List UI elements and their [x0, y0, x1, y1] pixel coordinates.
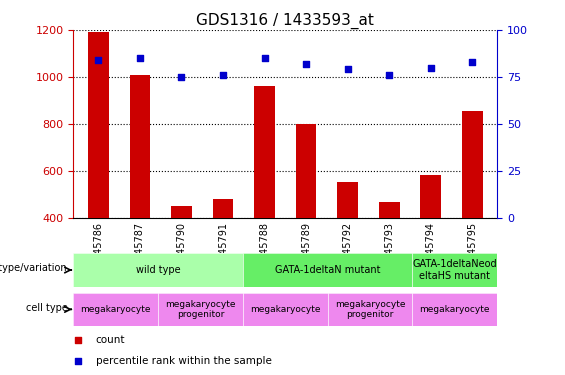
Point — [136, 55, 145, 61]
Bar — [212, 199, 233, 217]
Bar — [171, 206, 192, 218]
Text: percentile rank within the sample: percentile rank within the sample — [95, 356, 271, 366]
Point — [94, 57, 103, 63]
Point — [177, 74, 186, 80]
Text: megakaryocyte
progenitor: megakaryocyte progenitor — [166, 300, 236, 319]
Text: megakaryocyte: megakaryocyte — [250, 305, 320, 314]
Text: cell type: cell type — [25, 303, 68, 313]
Point — [343, 66, 352, 72]
Point — [260, 55, 269, 61]
Text: GATA-1deltaNeod
eltaHS mutant: GATA-1deltaNeod eltaHS mutant — [412, 259, 497, 281]
Text: wild type: wild type — [136, 265, 180, 275]
Text: count: count — [95, 335, 125, 345]
Point — [219, 72, 228, 78]
Text: GATA-1deltaN mutant: GATA-1deltaN mutant — [275, 265, 380, 275]
Point — [302, 61, 311, 67]
Bar — [295, 124, 316, 218]
Title: GDS1316 / 1433593_at: GDS1316 / 1433593_at — [197, 12, 374, 28]
Bar — [462, 111, 483, 218]
Text: megakaryocyte
progenitor: megakaryocyte progenitor — [335, 300, 405, 319]
Text: genotype/variation: genotype/variation — [0, 263, 68, 273]
Bar — [88, 32, 108, 218]
Point — [74, 338, 83, 344]
Bar — [254, 86, 275, 218]
Bar — [379, 202, 399, 217]
Point — [426, 64, 435, 70]
Point — [385, 72, 394, 78]
Text: megakaryocyte: megakaryocyte — [420, 305, 490, 314]
Point — [74, 358, 83, 364]
Point — [468, 59, 477, 65]
Text: megakaryocyte: megakaryocyte — [81, 305, 151, 314]
Bar — [129, 75, 150, 217]
Bar — [337, 182, 358, 218]
Bar — [420, 176, 441, 217]
